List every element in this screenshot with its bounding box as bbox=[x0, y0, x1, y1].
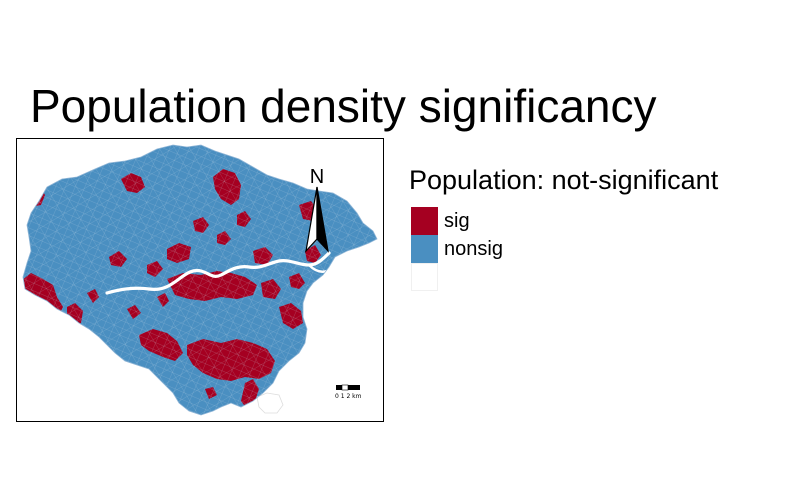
ward-boundaries bbox=[23, 145, 377, 415]
map-title: Population density significancy bbox=[30, 80, 657, 132]
legend-item-sig: sig bbox=[409, 207, 718, 235]
legend-item-nonsig: nonsig bbox=[409, 235, 718, 263]
nodata-region bbox=[256, 392, 284, 414]
map-panel[interactable]: N 0 1 2 km bbox=[16, 138, 384, 422]
legend-swatch-sig bbox=[411, 207, 438, 235]
scale-bar: 0 1 2 km bbox=[335, 384, 362, 400]
legend-swatch-nonsig bbox=[411, 235, 438, 263]
legend-swatch-empty bbox=[411, 263, 438, 291]
north-arrow: N bbox=[305, 166, 329, 253]
scale-label: 0 1 2 km bbox=[335, 393, 362, 400]
legend-title: Population: not-significant bbox=[409, 165, 719, 195]
legend-label-nonsig: nonsig bbox=[444, 238, 503, 260]
legend-label-sig: sig bbox=[444, 210, 470, 232]
north-label: N bbox=[310, 166, 324, 188]
river-thames bbox=[105, 251, 331, 295]
london-map[interactable]: N 0 1 2 km bbox=[17, 139, 384, 422]
legend-item-empty bbox=[409, 263, 718, 291]
legend: Population: not-significant sig nonsig bbox=[409, 160, 718, 291]
